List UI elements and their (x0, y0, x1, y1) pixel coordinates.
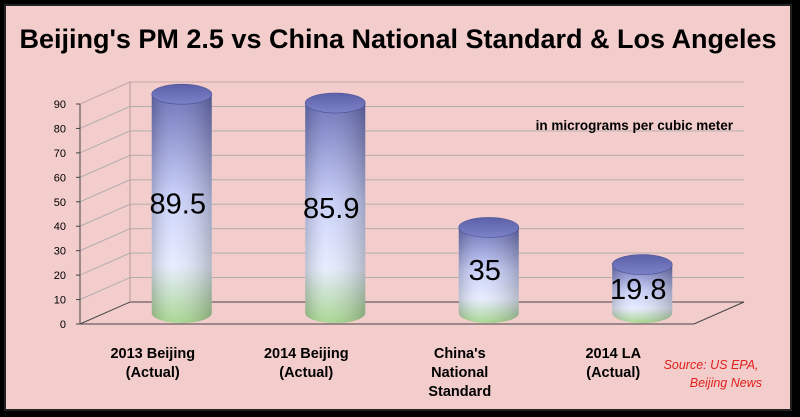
source-note: Source: US EPA, Beijing News (664, 358, 762, 390)
category-label-line: (Actual) (586, 365, 640, 381)
data-label: 35 (469, 255, 501, 287)
bar-cap (611, 254, 673, 275)
y-tick-label: 20 (54, 270, 66, 282)
bar-shading (305, 103, 366, 324)
category-label: 2013 Beijing (Actual) (110, 346, 195, 381)
category-label: 2014 Beijing (Actual) (264, 346, 349, 381)
category-label-line: 2014 LA (585, 346, 641, 362)
bar-shading (151, 94, 212, 323)
category-label-line: China's (434, 346, 486, 362)
chart: Beijing's PM 2.5 vs China National Stand… (19, 24, 776, 400)
category-label-line: Standard (428, 384, 491, 400)
bar (611, 254, 673, 323)
bar-cap (151, 83, 213, 105)
y-tick-label: 80 (54, 123, 66, 135)
floor (79, 301, 745, 325)
bar-shading (458, 227, 519, 323)
y-tick-label: 50 (54, 197, 66, 209)
category-label-line: 2013 Beijing (110, 346, 195, 362)
category-label: 2014 LA (Actual) (585, 346, 641, 381)
category-label: China's National Standard (428, 346, 491, 400)
y-tick-label: 30 (54, 246, 66, 258)
y-tick-label: 0 (60, 319, 66, 331)
y-tick-label: 60 (54, 172, 66, 184)
source-line-1: Source: US EPA, (664, 358, 759, 372)
data-label: 19.8 (610, 274, 666, 306)
source-line-2: Beijing News (690, 376, 762, 390)
data-label: 89.5 (150, 189, 206, 221)
axes (79, 81, 745, 325)
y-tick-label: 10 (54, 295, 66, 307)
unit-note: in micrograms per cubic meter (536, 118, 734, 133)
bar-shading (612, 264, 673, 323)
chart-frame: Beijing's PM 2.5 vs China National Stand… (4, 4, 792, 411)
bar (151, 83, 213, 323)
category-label-line: National (431, 365, 488, 381)
category-label-line: 2014 Beijing (264, 346, 349, 362)
bar-cap (304, 92, 366, 114)
data-label: 85.9 (303, 193, 359, 225)
bars (151, 83, 673, 324)
bar (458, 217, 520, 323)
bar (304, 92, 366, 324)
category-label-line: (Actual) (279, 365, 333, 381)
category-label-line: (Actual) (126, 365, 180, 381)
bar-cap (458, 217, 520, 238)
category-labels: 2013 Beijing (Actual) 2014 Beijing (Actual)… (110, 346, 641, 400)
y-tick-label: 90 (54, 99, 66, 111)
y-tick-label: 70 (54, 148, 66, 160)
y-tick-label: 40 (54, 221, 66, 233)
data-labels: 89.5 85.9 35 19.8 (150, 189, 667, 306)
chart-title: Beijing's PM 2.5 vs China National Stand… (19, 24, 776, 54)
y-axis-ticks: 0 10 20 30 40 50 60 70 80 90 (54, 99, 80, 331)
